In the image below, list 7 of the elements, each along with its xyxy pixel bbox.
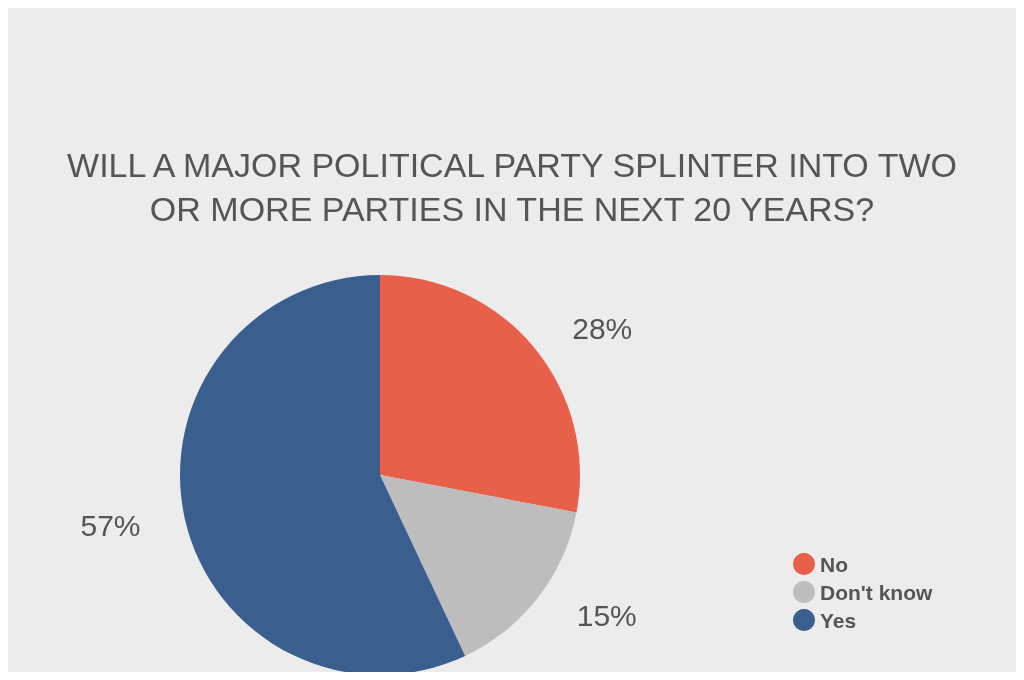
data-label: 15% (576, 599, 637, 633)
legend-label: No (820, 552, 848, 576)
legend-label: Yes (820, 608, 857, 632)
chart-title: WILL A MAJOR POLITICAL PARTY SPLINTER INTO TWO OR MORE PARTIES IN THE NEXT 20 YEARS? (67, 146, 957, 228)
data-label: 57% (80, 508, 141, 542)
legend-label: Don't know (820, 580, 933, 604)
data-label: 28% (572, 311, 633, 345)
